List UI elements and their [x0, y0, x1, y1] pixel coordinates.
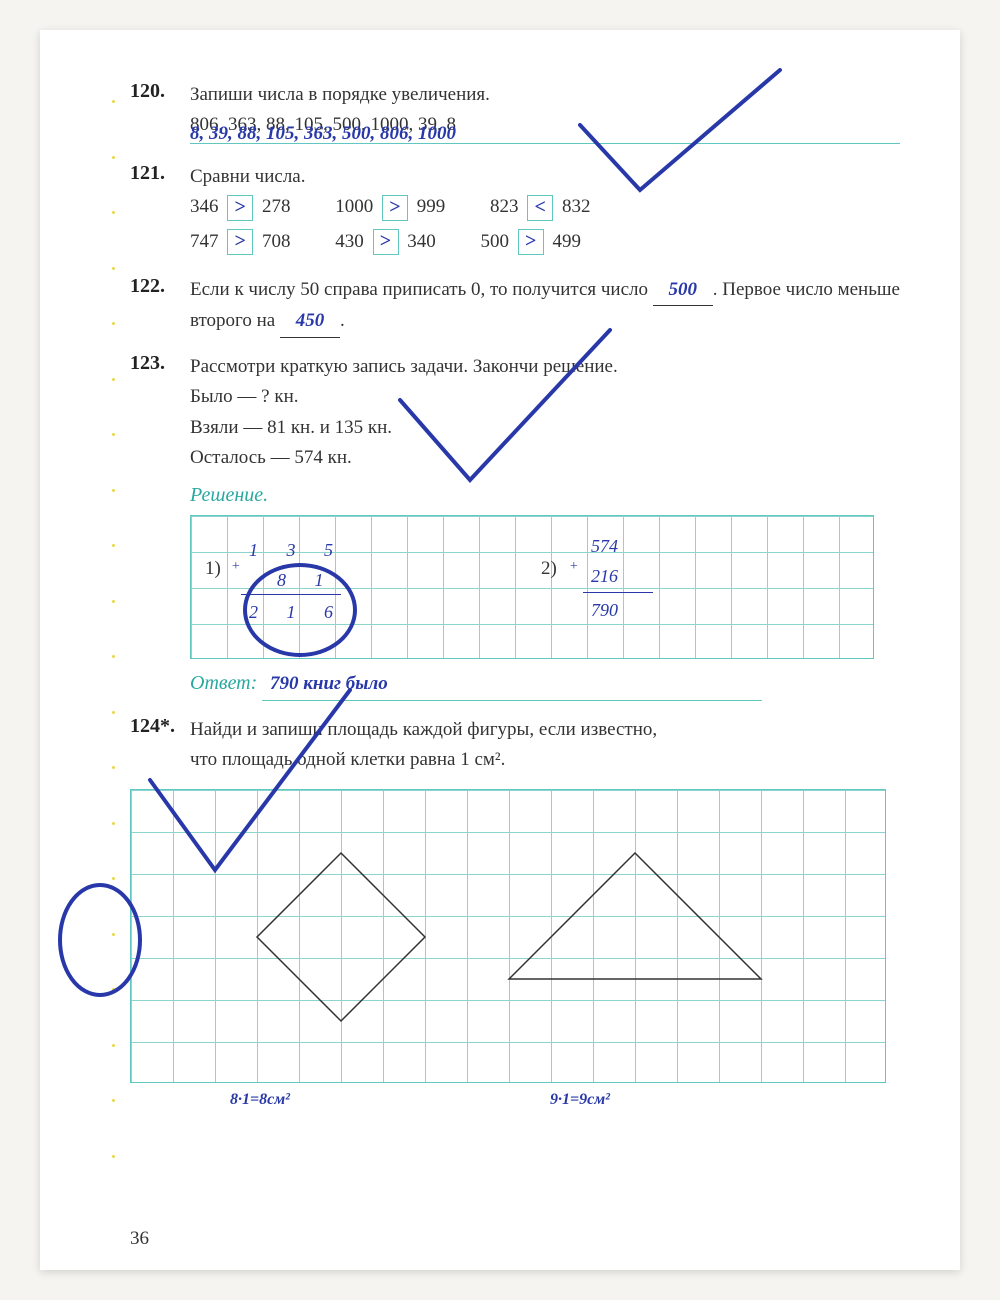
problem-number: 122.	[130, 275, 190, 338]
compare-box: >	[518, 229, 544, 255]
text: Если к числу 50 справа приписать 0, то п…	[190, 279, 648, 300]
prompt: Рассмотри краткую запись задачи. Закончи…	[190, 352, 900, 382]
blank-1: 500	[653, 275, 713, 306]
compare-item: 500 > 499	[481, 227, 582, 257]
plus-sign: +	[231, 556, 240, 578]
answer-handwritten: 8, 39, 88, 105, 363, 500, 806, 1000	[190, 119, 456, 149]
problem-123: 123. Рассмотри краткую запись задачи. За…	[130, 352, 900, 701]
addend: 1 3 5	[249, 536, 345, 565]
prompt: Запиши числа в порядке увеличения.	[190, 80, 900, 110]
compare-box: >	[373, 229, 399, 255]
given-line: Осталось — 574 кн.	[190, 443, 900, 473]
shapes-svg	[131, 790, 887, 1084]
margin-dots	[112, 100, 116, 1210]
answer-label: Ответ:	[190, 672, 257, 694]
given-line: Было — ? кн.	[190, 382, 900, 412]
compare-item: 1000 > 999	[335, 192, 445, 222]
shapes-grid	[130, 789, 886, 1083]
problem-number: 121.	[130, 162, 190, 261]
addend: 574	[591, 532, 618, 561]
given-line: Взяли — 81 кн. и 135 кн.	[190, 413, 900, 443]
area-answer-1: 8·1=8см²	[230, 1091, 290, 1109]
area-answer-2: 9·1=9см²	[550, 1091, 610, 1109]
compare-item: 346 > 278	[190, 192, 291, 222]
workbook-page: 120. Запиши числа в порядке увеличения. …	[40, 30, 960, 1270]
step-label: 1)	[205, 554, 221, 584]
compare-item: 430 > 340	[335, 227, 436, 257]
addend: 216	[591, 562, 618, 591]
sum: 2 1 6	[249, 598, 345, 627]
compare-item: 747 > 708	[190, 227, 291, 257]
prompt: Сравни числа.	[190, 162, 900, 192]
compare-box: >	[227, 195, 253, 221]
blank-2: 450	[280, 306, 340, 337]
solution-label: Решение.	[190, 479, 900, 511]
compare-box: >	[382, 195, 408, 221]
problem-124: 124*. Найди и запиши площадь каждой фигу…	[130, 715, 900, 776]
triangle-shape	[509, 853, 761, 979]
problem-number: 124*.	[130, 715, 190, 776]
sum: 790	[591, 596, 618, 625]
step-label: 2)	[541, 554, 557, 584]
plus-sign: +	[569, 556, 578, 578]
compare-box: >	[227, 229, 253, 255]
diamond-shape	[257, 853, 425, 1021]
problem-120: 120. Запиши числа в порядке увеличения. …	[130, 80, 900, 144]
problem-number: 123.	[130, 352, 190, 701]
addend: 8 1	[277, 566, 336, 595]
compare-item: 823 < 832	[490, 192, 591, 222]
problem-122: 122. Если к числу 50 справа приписать 0,…	[130, 275, 900, 338]
prompt-line: что площадь одной клетки равна 1 см².	[190, 745, 900, 775]
solution-grid: 1) + 1 3 5 8 1 2 1 6 2) + 574 216 790	[190, 515, 874, 659]
prompt-line: Найди и запиши площадь каждой фигуры, ес…	[190, 715, 900, 745]
compare-box: <	[527, 195, 553, 221]
text: .	[340, 310, 345, 331]
problem-121: 121. Сравни числа. 346 > 278 1000 > 999 …	[130, 162, 900, 261]
answer-text: 790 книг было	[270, 673, 388, 694]
page-number: 36	[130, 1228, 149, 1250]
problem-number: 120.	[130, 80, 190, 144]
